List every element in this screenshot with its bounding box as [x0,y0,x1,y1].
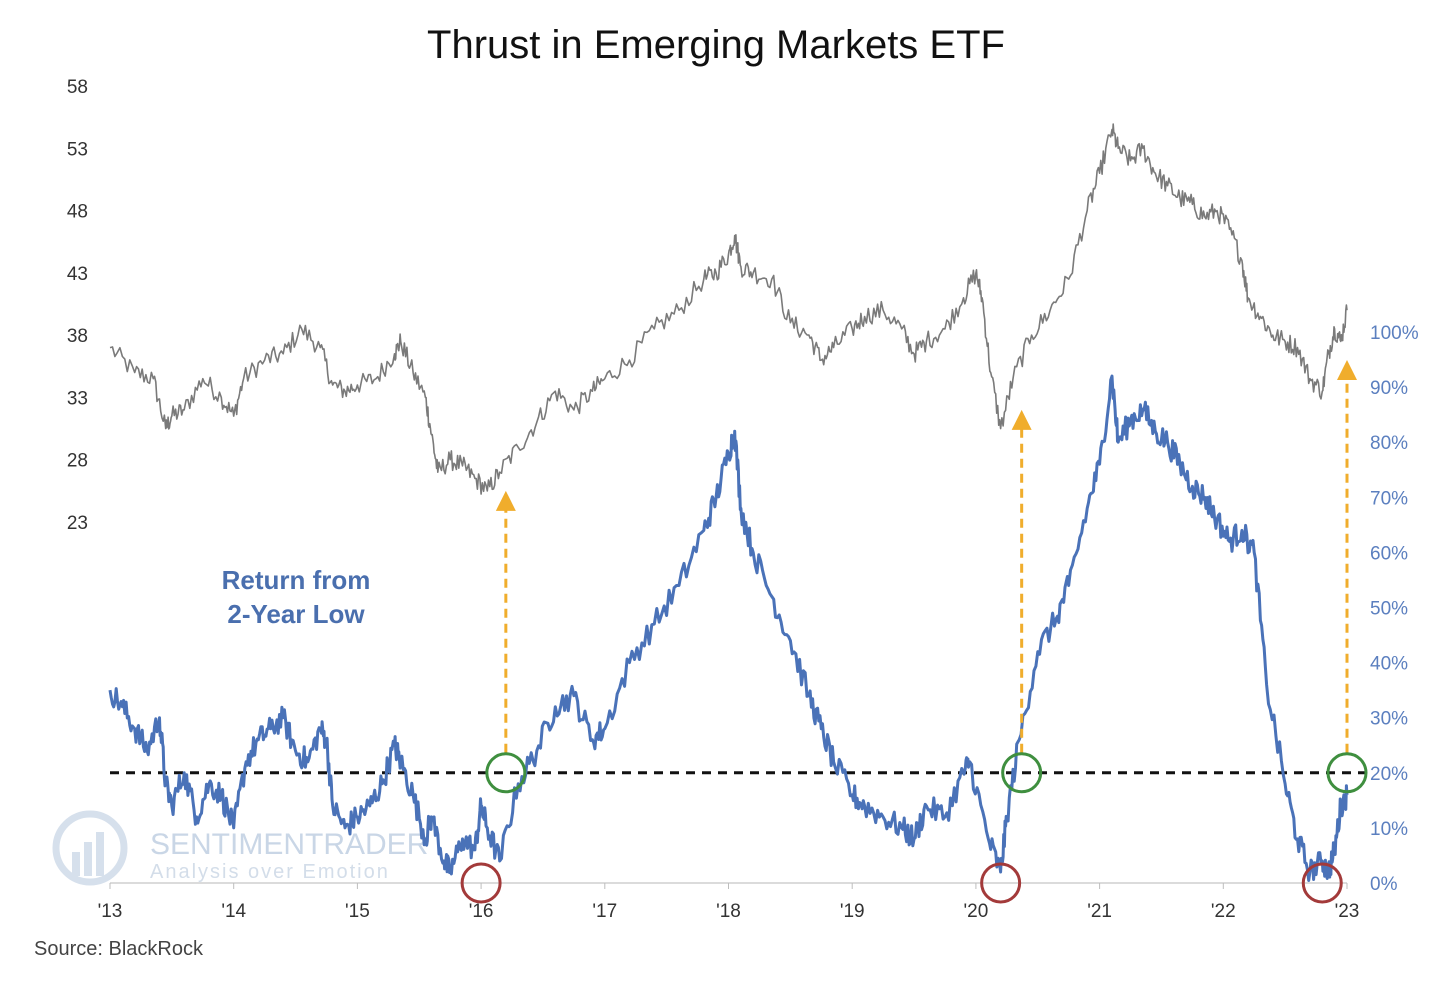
left-y-tick-label: 28 [67,451,88,472]
x-tick-label: '18 [716,901,741,922]
low-circle-marker [460,862,502,904]
x-tick-label: '19 [840,901,865,922]
chart-title: Thrust in Emerging Markets ETF [427,23,1005,67]
watermark-logo-bar [84,842,92,876]
watermark-logo-bar [72,852,80,876]
signal-arrow-head-icon [1337,360,1357,381]
signal-arrow-head-icon [1011,409,1032,430]
axes: '13 '14 '15 '16 '17 '18 '19 '20 '21 '22 '23 58 53 48 4… [67,77,1419,922]
annotation-line2: 2-Year Low [227,599,365,629]
marker-layer [460,360,1368,904]
watermark: SENTIMENTRADER Analysis over Emotion [52,810,428,886]
x-tick-label: '21 [1087,901,1112,922]
watermark-name: SENTIMENTRADER [150,828,428,861]
low-circle-marker [980,862,1022,904]
right-y-tick-label: 20% [1370,764,1408,785]
x-tick-label: '16 [469,901,494,922]
left-y-tick-label: 43 [67,264,88,285]
right-y-tick-label: 0% [1370,874,1398,895]
x-tick-label: '22 [1211,901,1236,922]
signal-arrow-head-icon [495,490,516,511]
x-tick-label: '20 [964,901,989,922]
series-layer [108,123,1349,882]
signal-circle-marker [485,752,527,794]
left-y-tick-label: 33 [67,388,88,409]
low-circle-marker [1301,862,1343,904]
right-y-tick-label: 10% [1370,819,1408,840]
left-y-tick-label: 23 [67,513,88,534]
watermark-logo-icon [52,810,128,886]
x-tick-label: '17 [592,901,617,922]
left-y-tick-label: 38 [67,326,88,347]
left-y-tick-label: 48 [67,202,88,223]
watermark-logo-bar [96,832,104,876]
left-y-tick-label: 58 [67,77,88,98]
x-tick-label: '14 [221,901,246,922]
price-series-line [109,123,1348,495]
source-note: Source: BlackRock [34,938,204,960]
right-y-tick-label: 70% [1370,488,1408,509]
left-y-tick-label: 53 [67,139,88,160]
right-y-tick-label: 100% [1370,323,1419,344]
x-tick-label: '23 [1335,901,1360,922]
x-tick-label: '15 [345,901,370,922]
return-series-line [108,374,1349,882]
right-y-tick-label: 90% [1370,378,1408,399]
right-y-tick-label: 60% [1370,543,1408,564]
right-y-tick-label: 50% [1370,599,1408,620]
watermark-tagline: Analysis over Emotion [150,861,390,883]
signal-circle-marker [1326,752,1368,794]
right-y-tick-label: 40% [1370,654,1408,675]
signal-circle-marker [1001,752,1043,794]
annotation-line1: Return from [222,565,371,595]
right-y-tick-label: 80% [1370,433,1408,454]
x-tick-label: '13 [98,901,123,922]
right-y-tick-label: 30% [1370,709,1408,730]
